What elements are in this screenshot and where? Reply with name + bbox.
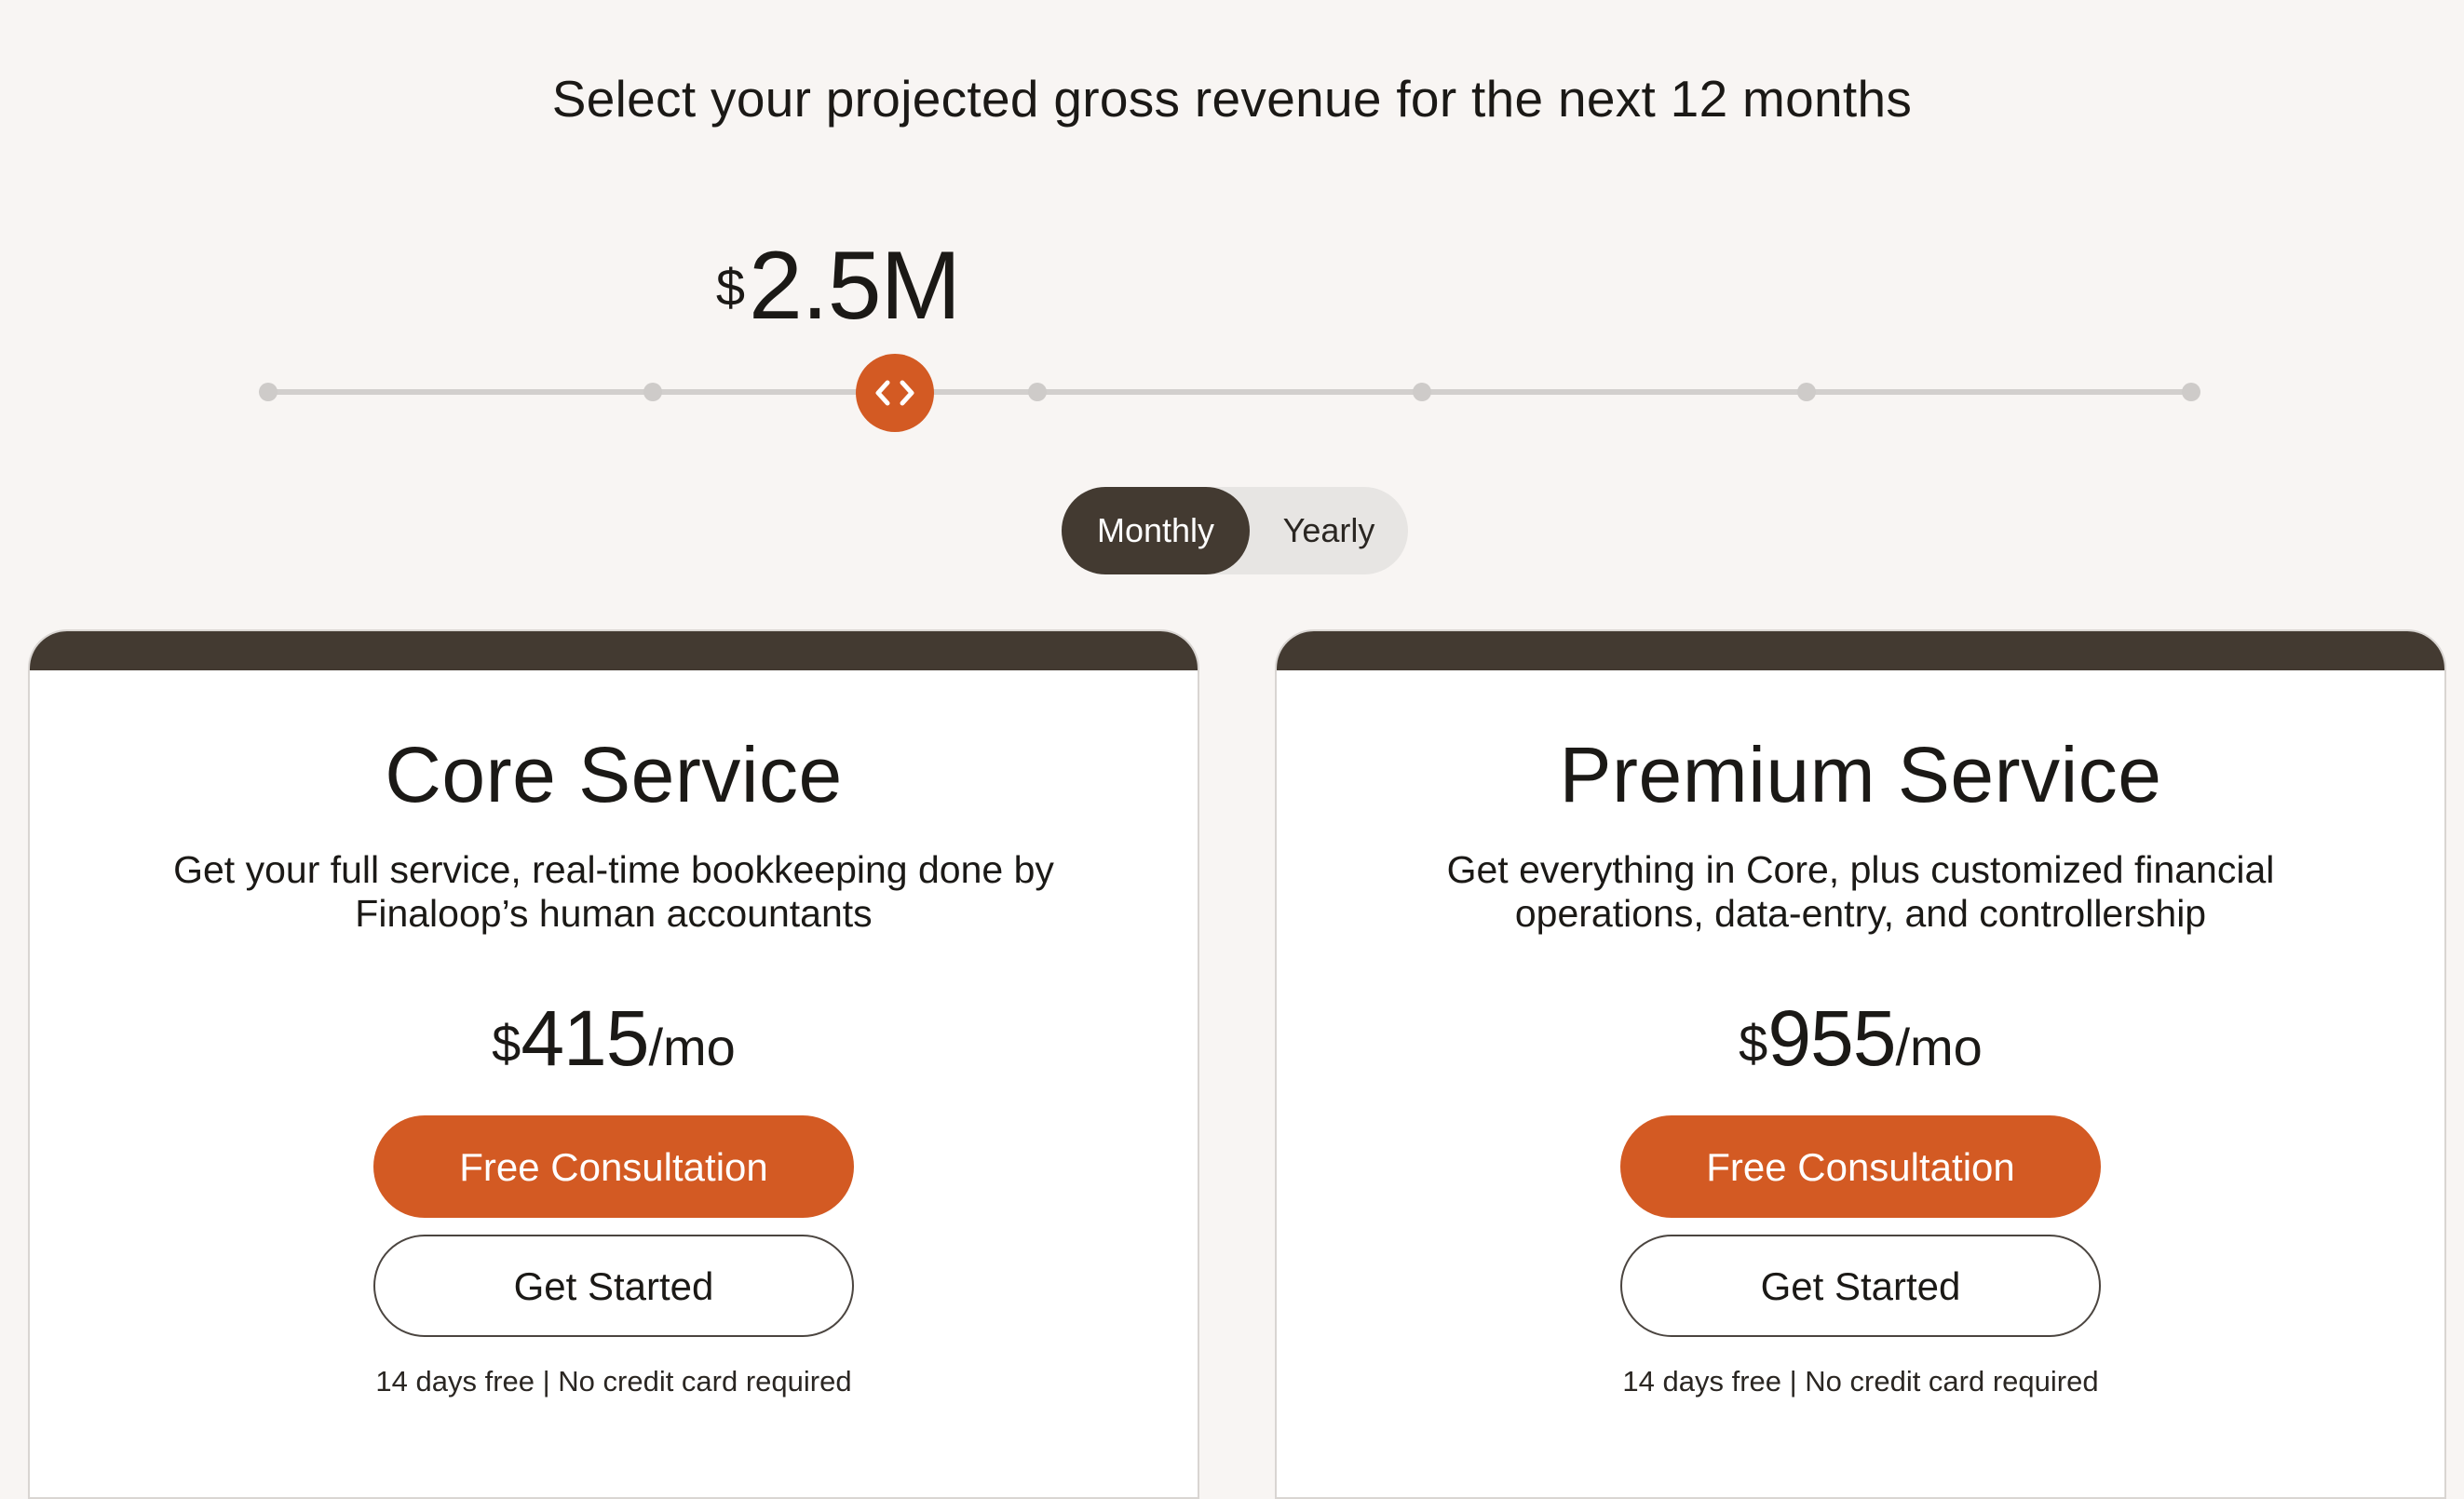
plan-card-premium: Premium Service Get everything in Core, … <box>1275 629 2446 1499</box>
slider-tick[interactable] <box>1028 383 1047 401</box>
slider-tick[interactable] <box>643 383 662 401</box>
card-top-bar <box>30 631 1198 670</box>
plan-price: $415/mo <box>30 993 1198 1084</box>
price-currency: $ <box>492 1014 521 1073</box>
plan-description: Get your full service, real-time bookkee… <box>173 848 1054 935</box>
trial-note: 14 days free | No credit card required <box>1622 1365 2099 1398</box>
get-started-button[interactable]: Get Started <box>373 1235 854 1337</box>
price-amount: 955 <box>1767 994 1896 1082</box>
price-period: /mo <box>648 1018 736 1076</box>
slider-tick[interactable] <box>2182 383 2200 401</box>
slider-tick[interactable] <box>1797 383 1816 401</box>
plan-description: Get everything in Core, plus customized … <box>1446 848 2275 935</box>
slider-value-display: $2.5M <box>715 231 961 342</box>
free-consultation-button[interactable]: Free Consultation <box>373 1115 854 1218</box>
plan-title: Core Service <box>385 731 843 818</box>
plan-price: $955/mo <box>1277 993 2444 1084</box>
slider-tick[interactable] <box>259 383 278 401</box>
plan-card-core: Core Service Get your full service, real… <box>28 629 1199 1499</box>
price-currency: $ <box>1739 1014 1768 1073</box>
slider-value-currency: $ <box>715 258 745 317</box>
slider-track[interactable] <box>268 389 2191 395</box>
revenue-slider[interactable]: $2.5M <box>259 205 2205 432</box>
plan-title: Premium Service <box>1559 731 2162 818</box>
slider-tick[interactable] <box>1413 383 1431 401</box>
page-heading: Select your projected gross revenue for … <box>551 70 1913 128</box>
card-top-bar <box>1277 631 2444 670</box>
price-amount: 415 <box>521 994 649 1082</box>
trial-note: 14 days free | No credit card required <box>375 1365 852 1398</box>
toggle-monthly[interactable]: Monthly <box>1062 487 1250 574</box>
code-chevrons-icon <box>875 380 914 406</box>
get-started-button[interactable]: Get Started <box>1620 1235 2101 1337</box>
slider-thumb[interactable] <box>856 354 934 432</box>
free-consultation-button[interactable]: Free Consultation <box>1620 1115 2101 1218</box>
price-period: /mo <box>1895 1018 1983 1076</box>
slider-value-amount: 2.5M <box>748 232 961 340</box>
toggle-yearly[interactable]: Yearly <box>1282 511 1375 549</box>
billing-period-toggle[interactable]: Monthly Yearly <box>1062 487 1408 574</box>
